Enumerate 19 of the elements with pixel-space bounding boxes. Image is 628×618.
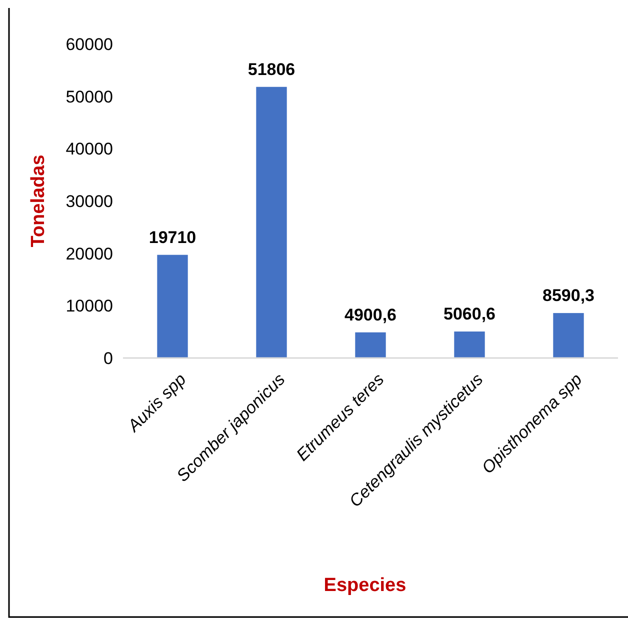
bar xyxy=(454,332,485,358)
bar xyxy=(256,86,287,358)
y-tick-label: 10000 xyxy=(66,296,113,316)
bar xyxy=(355,332,386,358)
data-label: 5060,6 xyxy=(444,304,496,324)
data-label: 8590,3 xyxy=(542,286,594,306)
data-label: 4900,6 xyxy=(344,305,396,324)
y-tick-label: 60000 xyxy=(66,34,113,54)
bar xyxy=(157,254,188,358)
y-tick-label: 0 xyxy=(104,348,113,368)
y-tick-label: 20000 xyxy=(66,244,113,264)
x-axis-title: Especies xyxy=(324,575,406,596)
y-tick-label: 30000 xyxy=(66,192,113,211)
data-label: 19710 xyxy=(148,228,196,247)
bar xyxy=(553,313,584,358)
y-axis-title: Toneladas xyxy=(28,154,49,248)
y-tick-label: 40000 xyxy=(66,140,113,159)
data-label: 51806 xyxy=(248,60,296,79)
y-tick-label: 50000 xyxy=(66,87,113,106)
